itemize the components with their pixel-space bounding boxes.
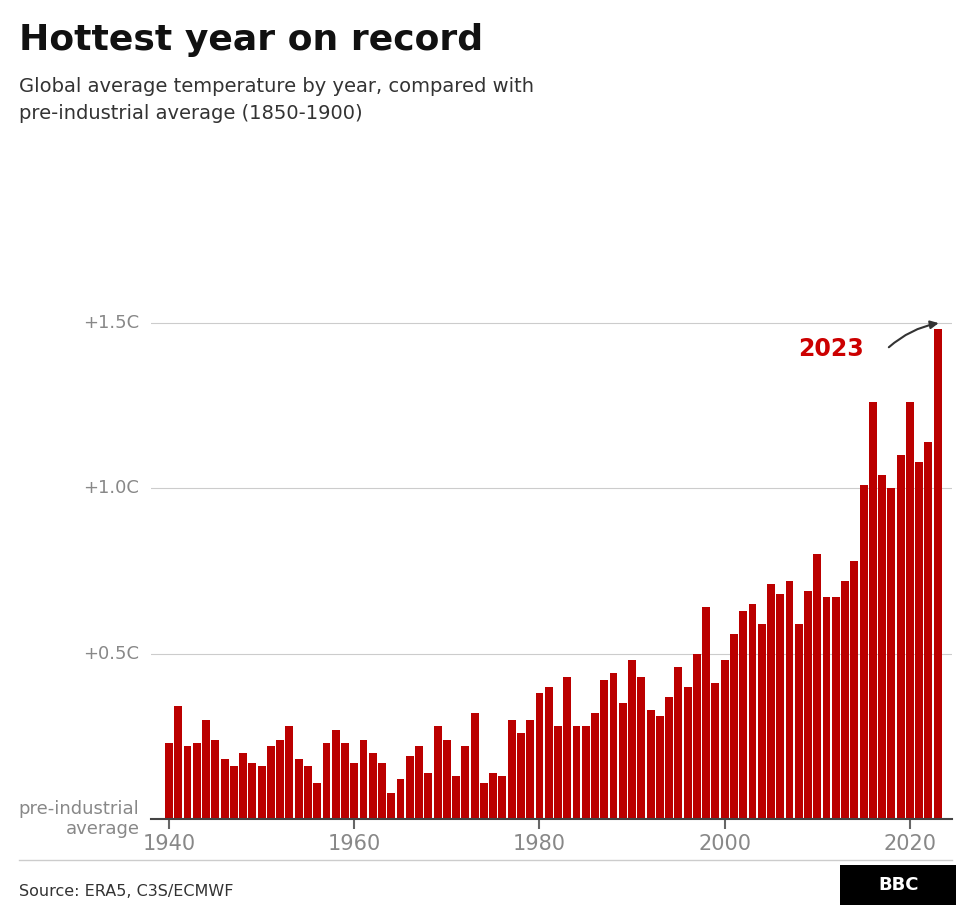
Bar bbox=[934, 329, 942, 819]
Bar bbox=[675, 667, 683, 819]
Bar bbox=[554, 726, 562, 819]
Bar bbox=[396, 779, 405, 819]
Bar bbox=[295, 760, 303, 819]
Bar bbox=[489, 773, 497, 819]
Bar bbox=[730, 633, 738, 819]
Bar bbox=[795, 623, 803, 819]
Bar bbox=[804, 591, 812, 819]
Bar bbox=[869, 402, 877, 819]
Bar bbox=[480, 783, 487, 819]
Bar bbox=[359, 740, 367, 819]
Bar bbox=[896, 455, 905, 819]
Bar bbox=[212, 740, 219, 819]
Bar bbox=[536, 693, 544, 819]
Bar bbox=[314, 783, 321, 819]
Bar bbox=[304, 766, 312, 819]
Bar bbox=[924, 441, 932, 819]
Bar bbox=[749, 604, 756, 819]
Bar bbox=[406, 756, 414, 819]
Bar bbox=[656, 716, 664, 819]
Bar bbox=[906, 402, 914, 819]
Text: Global average temperature by year, compared with
pre-industrial average (1850-1: Global average temperature by year, comp… bbox=[19, 77, 534, 123]
Bar bbox=[832, 597, 840, 819]
Bar bbox=[628, 660, 636, 819]
Bar bbox=[184, 746, 191, 819]
Bar bbox=[591, 713, 599, 819]
Bar bbox=[814, 554, 821, 819]
Bar bbox=[508, 720, 516, 819]
Bar bbox=[637, 677, 646, 819]
Bar bbox=[443, 740, 451, 819]
Bar bbox=[461, 746, 469, 819]
Text: BBC: BBC bbox=[878, 876, 919, 894]
Text: 2023: 2023 bbox=[798, 337, 864, 361]
Bar bbox=[859, 485, 867, 819]
Bar bbox=[851, 561, 858, 819]
Bar bbox=[416, 746, 423, 819]
Bar bbox=[757, 623, 766, 819]
Bar bbox=[777, 594, 785, 819]
Bar bbox=[175, 706, 183, 819]
Bar bbox=[193, 743, 201, 819]
Bar bbox=[239, 753, 247, 819]
Bar bbox=[878, 475, 887, 819]
Bar bbox=[573, 726, 581, 819]
Bar bbox=[498, 776, 506, 819]
Bar bbox=[712, 683, 720, 819]
Bar bbox=[276, 740, 285, 819]
Bar bbox=[267, 746, 275, 819]
Bar bbox=[378, 763, 385, 819]
Bar bbox=[202, 720, 210, 819]
Bar bbox=[600, 680, 608, 819]
Bar bbox=[220, 760, 228, 819]
Bar bbox=[369, 753, 377, 819]
Bar bbox=[452, 776, 460, 819]
Bar bbox=[619, 703, 626, 819]
Bar bbox=[230, 766, 238, 819]
Bar bbox=[563, 677, 571, 819]
Bar bbox=[693, 653, 701, 819]
Bar bbox=[351, 763, 358, 819]
Bar bbox=[341, 743, 349, 819]
Bar bbox=[702, 607, 710, 819]
Bar bbox=[545, 687, 552, 819]
Bar bbox=[424, 773, 432, 819]
Bar bbox=[610, 673, 618, 819]
Bar bbox=[387, 793, 395, 819]
Bar bbox=[720, 660, 728, 819]
Text: Hottest year on record: Hottest year on record bbox=[19, 23, 484, 56]
Bar bbox=[582, 726, 589, 819]
Bar bbox=[822, 597, 830, 819]
Bar bbox=[249, 763, 256, 819]
Bar bbox=[767, 584, 775, 819]
Bar bbox=[165, 743, 173, 819]
Bar bbox=[322, 743, 330, 819]
Bar bbox=[684, 687, 691, 819]
Bar bbox=[257, 766, 266, 819]
Bar bbox=[434, 726, 442, 819]
Bar bbox=[471, 713, 479, 819]
Bar bbox=[332, 730, 340, 819]
Text: Source: ERA5, C3S/ECMWF: Source: ERA5, C3S/ECMWF bbox=[19, 885, 234, 899]
Bar bbox=[285, 726, 293, 819]
Bar bbox=[841, 581, 849, 819]
Bar bbox=[517, 733, 525, 819]
Bar bbox=[739, 611, 747, 819]
Bar bbox=[647, 710, 654, 819]
Bar bbox=[786, 581, 793, 819]
Bar bbox=[887, 488, 895, 819]
Bar bbox=[526, 720, 534, 819]
Bar bbox=[916, 461, 923, 819]
Bar bbox=[665, 696, 673, 819]
